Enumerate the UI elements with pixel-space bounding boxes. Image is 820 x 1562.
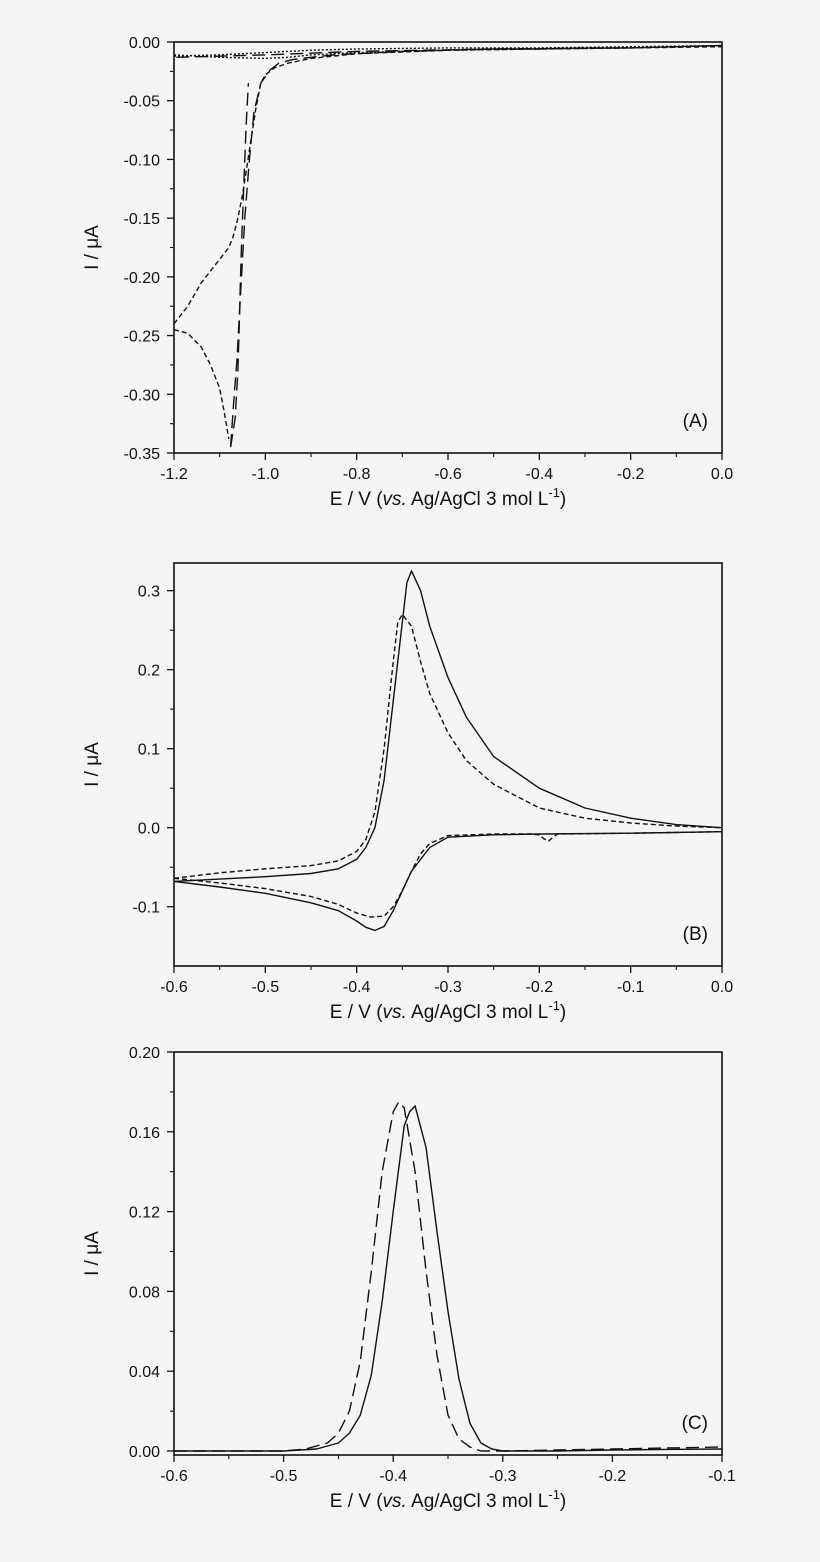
chart-1-xtick-label: -0.6	[160, 979, 188, 996]
chart-1-ytick-label: 0.2	[138, 663, 160, 680]
chart-0-series-1-line	[229, 83, 250, 448]
chart-2-ytick-label: 0.12	[129, 1205, 160, 1222]
chart-2-ytick-label: 0.08	[129, 1284, 160, 1301]
chart-1-series-0-line	[174, 570, 722, 883]
chart-2-ytick-label: 0.20	[129, 1045, 160, 1062]
chart-2-ylabel: I / μA	[82, 1231, 103, 1276]
chart-0-xlabel-part: E / V (	[330, 489, 383, 510]
chart-0-series-2-line	[229, 44, 722, 448]
chart-0-xlabel-part: )	[560, 489, 566, 510]
chart-2-panel-label: (C)	[682, 1413, 708, 1434]
chart-2-xlabel-part: )	[560, 1491, 566, 1512]
chart-2-series-0-line	[174, 1105, 722, 1452]
chart-1-series-2-line	[174, 613, 722, 879]
chart-2-plot-frame	[173, 1051, 723, 1456]
chart-0-xtick-label: -0.4	[526, 466, 554, 483]
chart-0-xlabel-part: -1	[548, 485, 560, 500]
chart-0-ytick-label: -0.05	[124, 94, 161, 111]
chart-1-xlabel-part: )	[560, 1002, 566, 1023]
chart-1-panel: -0.6 -0.5 -0.4 -0.3 -0.2 -0.1 0.0 -0.1 0.0 0.1 0.2…	[82, 562, 733, 1023]
chart-1-xtick-label: -0.1	[617, 979, 645, 996]
chart-1-xlabel-part: vs.	[383, 1002, 407, 1023]
chart-0-ytick-label: 0.00	[129, 35, 160, 52]
chart-1-ytick-label: 0.1	[138, 742, 160, 759]
chart-0-series-4-line	[174, 46, 722, 325]
chart-2-xtick-label: -0.6	[160, 1468, 188, 1485]
chart-0-ylabel: I / μA	[82, 225, 103, 270]
chart-2-xlabel: E / V (vs. Ag/AgCl 3 mol L-1)	[330, 1487, 567, 1512]
chart-0-ytick-label: -0.20	[124, 270, 161, 287]
chart-1-series-3-line	[174, 831, 722, 918]
chart-2-xlabel-part: Ag/AgCl 3 mol L	[407, 1491, 549, 1512]
chart-1-xtick-label: -0.5	[252, 979, 280, 996]
chart-0-ytick-label: -0.25	[124, 329, 161, 346]
chart-1-xtick-label: 0.0	[711, 979, 733, 996]
chart-1-ytick-label: -0.1	[132, 900, 160, 917]
chart-1-series-group	[174, 570, 722, 932]
chart-0-xlabel-part: vs.	[383, 489, 407, 510]
chart-0-xtick-label: 0.0	[711, 466, 733, 483]
chart-0-xtick-label: -0.2	[617, 466, 645, 483]
chart-1-xtick-label: -0.3	[434, 979, 462, 996]
chart-0-xtick-label: -1.0	[252, 466, 280, 483]
chart-2-xtick-label: -0.1	[708, 1468, 736, 1485]
chart-0-series-6-line	[174, 44, 722, 60]
chart-0-xlabel-part: Ag/AgCl 3 mol L	[407, 489, 549, 510]
chart-0-ytick-label: -0.15	[124, 211, 161, 228]
chart-2-ytick-label: 0.00	[129, 1444, 160, 1461]
chart-2-xtick-label: -0.3	[489, 1468, 517, 1485]
chart-0-xtick-label: -0.8	[343, 466, 371, 483]
chart-1-ytick-label: 0.0	[138, 821, 160, 838]
chart-2-series-group	[174, 1101, 722, 1452]
chart-2-ytick-label: 0.04	[129, 1364, 160, 1381]
chart-0-xtick-label: -0.6	[434, 466, 462, 483]
chart-1-panel-label: (B)	[683, 924, 708, 945]
chart-1-series-1-line	[174, 831, 722, 932]
chart-1-xlabel-part: -1	[548, 998, 560, 1013]
chart-2-panel: -0.6 -0.5 -0.4 -0.3 -0.2 -0.1 0.00 0.04 0.08 0.12…	[82, 1045, 736, 1512]
chart-2-xlabel-part: -1	[548, 1487, 560, 1502]
chart-1-xlabel-part: E / V (	[330, 1002, 383, 1023]
chart-0-panel-label: (A)	[683, 411, 708, 432]
chart-0-series-3-line	[174, 329, 230, 440]
chart-0-ytick-label: -0.10	[124, 152, 161, 169]
chart-0-series-group	[174, 44, 722, 448]
chart-2-xlabel-part: vs.	[383, 1491, 407, 1512]
chart-1-ylabel: I / μA	[82, 742, 103, 787]
chart-1-plot-frame	[173, 562, 723, 967]
chart-2-xtick-label: -0.2	[599, 1468, 627, 1485]
chart-0-xlabel: E / V (vs. Ag/AgCl 3 mol L-1)	[330, 485, 567, 510]
chart-0-xtick-label: -1.2	[160, 466, 188, 483]
chart-2-xtick-label: -0.4	[379, 1468, 407, 1485]
chart-2-series-1-line	[174, 1101, 722, 1452]
chart-2-xlabel-part: E / V (	[330, 1491, 383, 1512]
chart-0-panel: -1.2 -1.0 -0.8 -0.6 -0.4 -0.2 0.0 0.00 -0.05 -0.1…	[82, 35, 733, 510]
chart-2-ytick-label: 0.16	[129, 1125, 160, 1142]
chart-0-series-5-line	[174, 44, 722, 57]
chart-2-xtick-label: -0.5	[270, 1468, 298, 1485]
chart-1-xlabel: E / V (vs. Ag/AgCl 3 mol L-1)	[330, 998, 567, 1023]
chart-0-ytick-label: -0.35	[124, 446, 161, 463]
chart-1-xlabel-part: Ag/AgCl 3 mol L	[407, 1002, 549, 1023]
chart-1-xtick-label: -0.2	[526, 979, 554, 996]
chart-1-ytick-label: 0.3	[138, 584, 160, 601]
chart-1-xtick-label: -0.4	[343, 979, 371, 996]
chart-0-ytick-label: -0.30	[124, 387, 161, 404]
